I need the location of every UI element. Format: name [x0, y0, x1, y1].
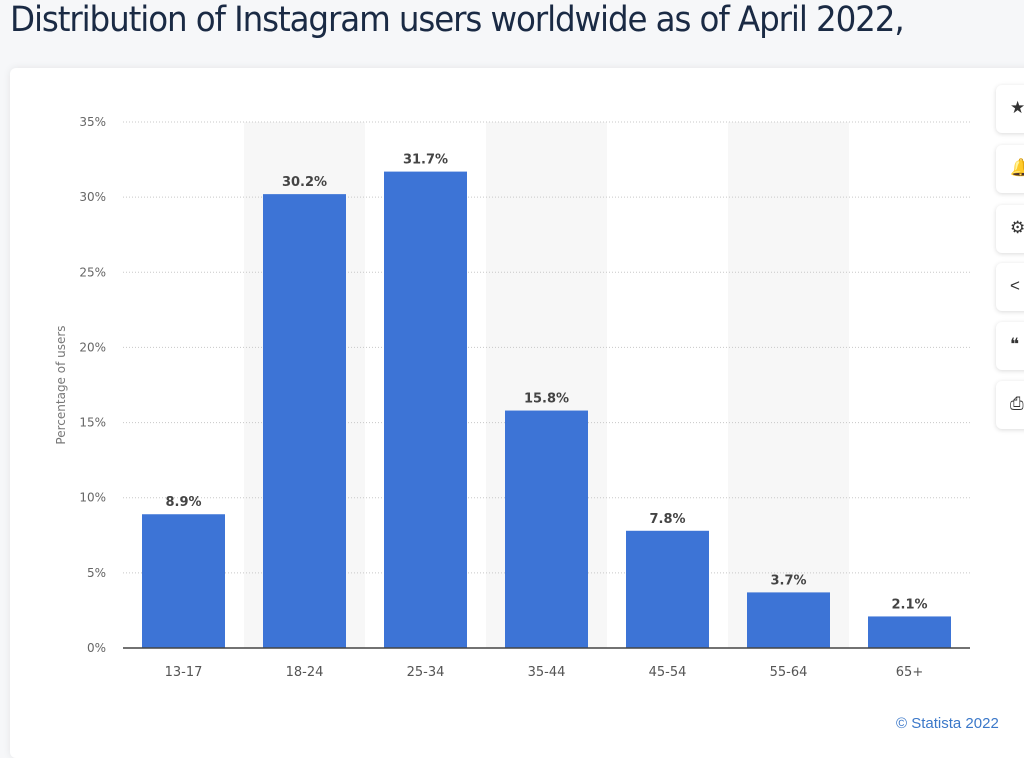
- y-tick-label: 25%: [79, 265, 106, 279]
- x-tick-label: 35-44: [528, 665, 566, 680]
- x-tick-label: 13-17: [165, 665, 203, 680]
- print-icon: ⎙: [1010, 394, 1024, 413]
- star-button[interactable]: ★: [996, 85, 1024, 133]
- y-tick-label: 15%: [79, 416, 106, 430]
- data-label: 2.1%: [891, 597, 927, 612]
- data-label: 8.9%: [165, 495, 201, 510]
- bar-13-17: [142, 514, 225, 648]
- y-tick-label: 35%: [79, 115, 106, 129]
- data-label: 7.8%: [649, 512, 685, 527]
- y-tick-label: 30%: [79, 190, 106, 204]
- quote-icon: ❝: [1010, 335, 1020, 354]
- data-label: 30.2%: [282, 175, 327, 190]
- x-tick-label: 45-54: [649, 665, 687, 680]
- bar-55-64: [747, 592, 830, 648]
- page-title: Distribution of Instagram users worldwid…: [10, 0, 905, 40]
- bar-18-24: [263, 194, 346, 648]
- gear-icon: ⚙: [1010, 218, 1024, 237]
- bell-icon: 🔔: [1010, 158, 1024, 177]
- data-label: 31.7%: [403, 153, 448, 168]
- quote-button[interactable]: ❝: [996, 322, 1024, 370]
- bell-button[interactable]: 🔔: [996, 145, 1024, 193]
- share-button[interactable]: <: [996, 263, 1024, 311]
- bar-45-54: [626, 530, 709, 648]
- y-tick-label: 0%: [87, 641, 106, 655]
- band: [728, 122, 849, 648]
- bar-35-44: [505, 410, 588, 648]
- x-tick-label: 18-24: [286, 665, 324, 680]
- data-label: 3.7%: [770, 573, 806, 588]
- y-tick-label: 5%: [87, 566, 106, 580]
- y-tick-label: 10%: [79, 491, 106, 505]
- x-tick-label: 25-34: [407, 665, 445, 680]
- statista-credit-link[interactable]: © Statista 2022: [896, 715, 999, 732]
- x-tick-label: 55-64: [770, 665, 808, 680]
- y-tick-label: 20%: [79, 340, 106, 354]
- x-tick-label: 65+: [896, 665, 923, 680]
- bar-65+: [868, 616, 951, 648]
- star-icon: ★: [1010, 98, 1024, 117]
- data-label: 15.8%: [524, 392, 569, 407]
- bar-chart: 0% 5% 10% 15% 20% 25% 30% 35% Percentage of user…: [54, 115, 970, 680]
- y-axis-label: Percentage of users: [54, 325, 68, 444]
- print-button[interactable]: ⎙: [996, 381, 1024, 429]
- share-icon: <: [1010, 276, 1020, 295]
- gear-button[interactable]: ⚙: [996, 205, 1024, 253]
- bar-25-34: [384, 171, 467, 648]
